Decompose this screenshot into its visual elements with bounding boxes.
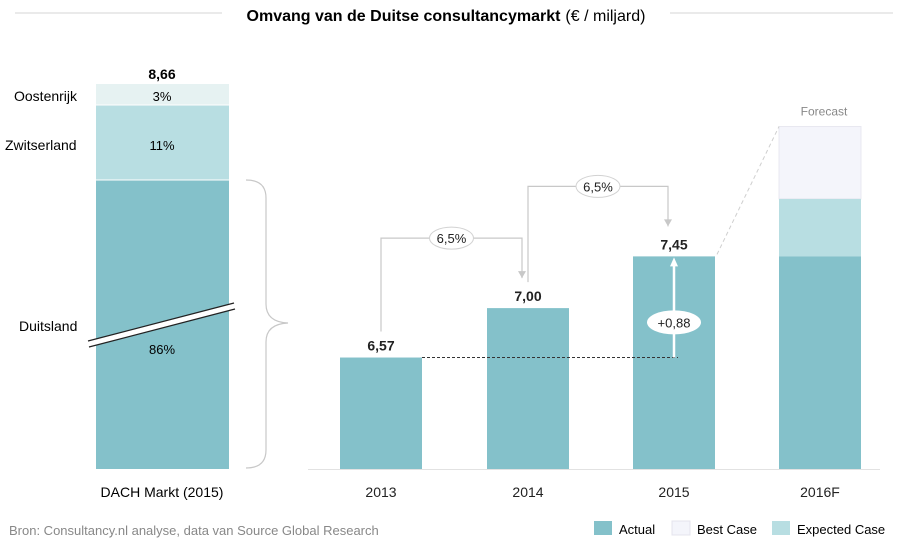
bar-2016f-best-case — [778, 126, 862, 200]
value-label-2015: 7,45 — [660, 236, 687, 252]
legend-swatch-best-case — [671, 520, 691, 536]
bar-2014-actual — [487, 308, 569, 469]
bar-zwitserland — [96, 105, 229, 180]
oostenrijk-label: Oostenrijk — [14, 88, 78, 104]
difference-arrowhead — [670, 257, 678, 267]
legend-swatch-expected-case — [772, 521, 790, 535]
dach-total-label: 8,66 — [148, 66, 175, 82]
duitsland-pct-label: 86% — [149, 342, 175, 357]
bar-2016f-actual — [779, 256, 861, 469]
axis-break-line — [88, 308, 236, 348]
bar-2013-actual — [340, 357, 422, 469]
duitsland-label: Duitsland — [19, 318, 77, 334]
bar-2016f-expected-case — [779, 198, 861, 257]
chart-title: Omvang van de Duitse consultancymarkt (€ … — [247, 8, 646, 25]
dach-chart: 8,66 3% 11% 86% Oostenrijk Zwitserland D… — [5, 66, 236, 500]
growth-label-1: 6,5% — [437, 231, 467, 246]
difference-label: +0,88 — [658, 315, 691, 330]
growth-bubble-2 — [575, 174, 621, 198]
axis-break-mark — [88, 303, 235, 347]
legend-label-best-case: Best Case — [697, 522, 757, 537]
zwitserland-label: Zwitserland — [5, 137, 77, 153]
difference-bubble — [647, 310, 701, 335]
source-note: Bron: Consultancy.nl analyse, data van S… — [9, 523, 379, 538]
legend: Actual Best Case Expected Case — [594, 520, 885, 537]
axis-break-line — [87, 302, 235, 342]
legend-swatch-actual — [594, 521, 612, 535]
legend-label-actual: Actual — [619, 522, 655, 537]
x-tick-label-2016f: 2016F — [800, 484, 840, 500]
growth-arrowhead-2 — [664, 219, 672, 227]
bar-oostenrijk — [96, 84, 229, 105]
legend-label-expected-case: Expected Case — [797, 522, 885, 537]
chart-title-unit: (€ / miljard) — [565, 8, 645, 25]
connector-brace — [245, 179, 289, 469]
forecast-label: Forecast — [801, 105, 848, 119]
zwitserland-pct-label: 11% — [149, 138, 174, 153]
forecast-connector — [716, 126, 780, 255]
value-label-2013: 6,57 — [367, 338, 394, 354]
oostenrijk-pct-label: 3% — [153, 89, 172, 104]
yearly-chart: 6,57 7,00 7,45 Forecast 6,5% 6,5% +0,88 2013 201… — [308, 105, 880, 500]
x-tick-label-2015: 2015 — [658, 484, 689, 500]
x-tick-label-dach: DACH Markt (2015) — [101, 484, 224, 500]
growth-bubble-1 — [429, 226, 474, 250]
chart-title-main: Omvang van de Duitse consultancymarkt — [247, 8, 562, 25]
x-tick-label-2013: 2013 — [365, 484, 396, 500]
growth-arrowhead-1 — [518, 271, 526, 279]
value-label-2014: 7,00 — [514, 288, 541, 304]
x-tick-label-2014: 2014 — [512, 484, 543, 500]
growth-label-2: 6,5% — [583, 179, 613, 194]
